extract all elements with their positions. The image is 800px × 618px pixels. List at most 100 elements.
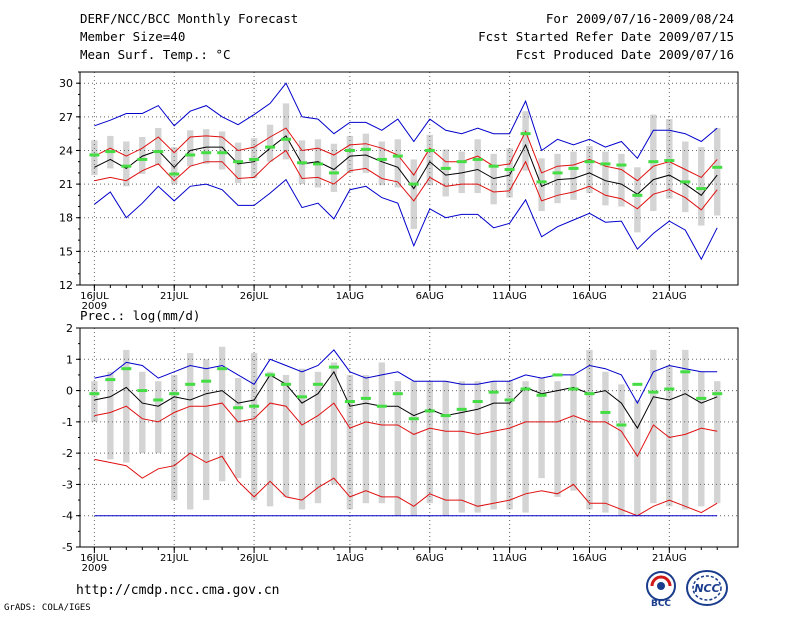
spread-box — [570, 374, 577, 491]
x-tick-label: 6AUG — [416, 553, 444, 564]
spread-box — [442, 381, 449, 516]
observed-marker — [296, 395, 307, 399]
spread-box — [602, 151, 609, 206]
observed-marker — [440, 414, 451, 418]
observed-marker — [472, 157, 483, 161]
spread-box — [634, 399, 641, 516]
series-line-lower-red — [94, 452, 718, 517]
x-year-label: 2009 — [82, 563, 107, 574]
observed-marker — [392, 392, 403, 396]
spread-box — [586, 145, 593, 194]
observed-marker — [664, 387, 675, 391]
y-tick-label: 27 — [59, 111, 73, 124]
observed-marker — [616, 163, 627, 167]
spread-box — [362, 374, 370, 504]
observed-marker — [616, 423, 627, 427]
spread-box — [490, 381, 497, 510]
observed-marker — [504, 398, 515, 402]
spread-box — [346, 135, 354, 173]
spread-box — [186, 353, 194, 510]
spread-box — [666, 119, 673, 199]
spread-box — [410, 159, 417, 229]
y-tick-label: -2 — [62, 447, 73, 460]
observed-marker — [424, 409, 435, 413]
spread-box — [234, 378, 242, 479]
x-tick-label: 16AUG — [572, 291, 607, 302]
x-tick-label: 21JUL — [160, 553, 189, 564]
observed-marker — [648, 160, 659, 164]
spread-box — [618, 384, 625, 516]
y-tick-label: 15 — [59, 245, 73, 258]
bcc-logo: BCC — [641, 568, 681, 608]
x-tick-label: 6AUG — [416, 291, 444, 302]
observed-marker — [360, 147, 371, 151]
observed-marker — [408, 417, 419, 421]
spread-box — [458, 151, 465, 194]
observed-marker — [137, 157, 148, 161]
observed-marker — [392, 154, 403, 158]
x-tick-label: 26JUL — [240, 291, 269, 302]
x-tick-label: 21AUG — [652, 291, 687, 302]
member-size: Member Size=40 — [80, 29, 186, 44]
observed-marker — [536, 180, 547, 184]
x-tick-label: 16JUL — [80, 553, 109, 564]
observed-marker — [312, 162, 323, 166]
observed-marker — [568, 387, 579, 391]
y-tick-label: -3 — [62, 478, 73, 491]
observed-marker — [312, 382, 323, 386]
x-tick-label: 1AUG — [336, 291, 364, 302]
spread-box — [458, 381, 465, 513]
spread-box — [650, 349, 657, 504]
spread-box — [554, 381, 561, 497]
spread-box — [171, 374, 178, 501]
spread-box — [682, 349, 689, 510]
y-tick-label: 21 — [59, 178, 73, 191]
observed-marker — [249, 157, 260, 161]
observed-marker — [233, 406, 244, 410]
observed-marker — [121, 164, 132, 168]
observed-marker — [217, 367, 228, 371]
x-tick-label: 11AUG — [492, 553, 527, 564]
observed-marker — [265, 373, 276, 377]
spread-box — [202, 129, 210, 164]
observed-marker — [648, 390, 659, 394]
observed-marker — [169, 172, 180, 176]
forecast-produced-date: Fcst Produced Date 2009/07/16 — [515, 47, 734, 62]
observed-marker — [185, 382, 196, 386]
observed-marker — [185, 153, 196, 157]
spread-box — [155, 381, 162, 454]
observed-marker — [664, 159, 675, 163]
observed-marker — [424, 148, 435, 152]
observed-marker — [153, 398, 164, 402]
observed-marker — [632, 382, 643, 386]
observed-marker — [169, 392, 180, 396]
observed-marker — [504, 168, 515, 172]
spread-box — [442, 149, 449, 197]
series-line-upper-blue — [94, 349, 718, 405]
forecast-period: For 2009/07/16-2009/08/24 — [545, 11, 734, 26]
source-url[interactable]: http://cmdp.ncc.cma.gov.cn — [76, 583, 280, 598]
observed-marker — [552, 171, 563, 175]
y-tick-label: -1 — [62, 416, 73, 429]
observed-marker — [408, 182, 419, 186]
x-tick-label: 21JUL — [160, 291, 189, 302]
spread-box — [714, 128, 721, 216]
observed-marker — [520, 387, 531, 391]
x-tick-label: 26JUL — [240, 553, 269, 564]
observed-marker — [153, 150, 164, 154]
observed-marker — [344, 400, 355, 404]
observed-marker — [105, 150, 116, 154]
spread-box — [155, 128, 162, 166]
ncc-logo: NCC — [683, 568, 731, 608]
observed-marker — [488, 164, 499, 168]
bcc-logo-text: BCC — [651, 599, 671, 608]
spread-box — [362, 133, 370, 173]
observed-marker — [376, 157, 387, 161]
observed-marker — [233, 160, 244, 164]
panel-temperature: 12 15 18 21 24 27 30 16JUL 21JUL 26JUL 1AUG 6AUG 11A… — [59, 71, 739, 312]
observed-marker — [89, 392, 100, 396]
spread-box — [250, 353, 258, 501]
y-tick-label: -5 — [62, 541, 73, 554]
observed-marker — [217, 151, 228, 155]
ncc-logo-text: NCC — [694, 582, 719, 595]
